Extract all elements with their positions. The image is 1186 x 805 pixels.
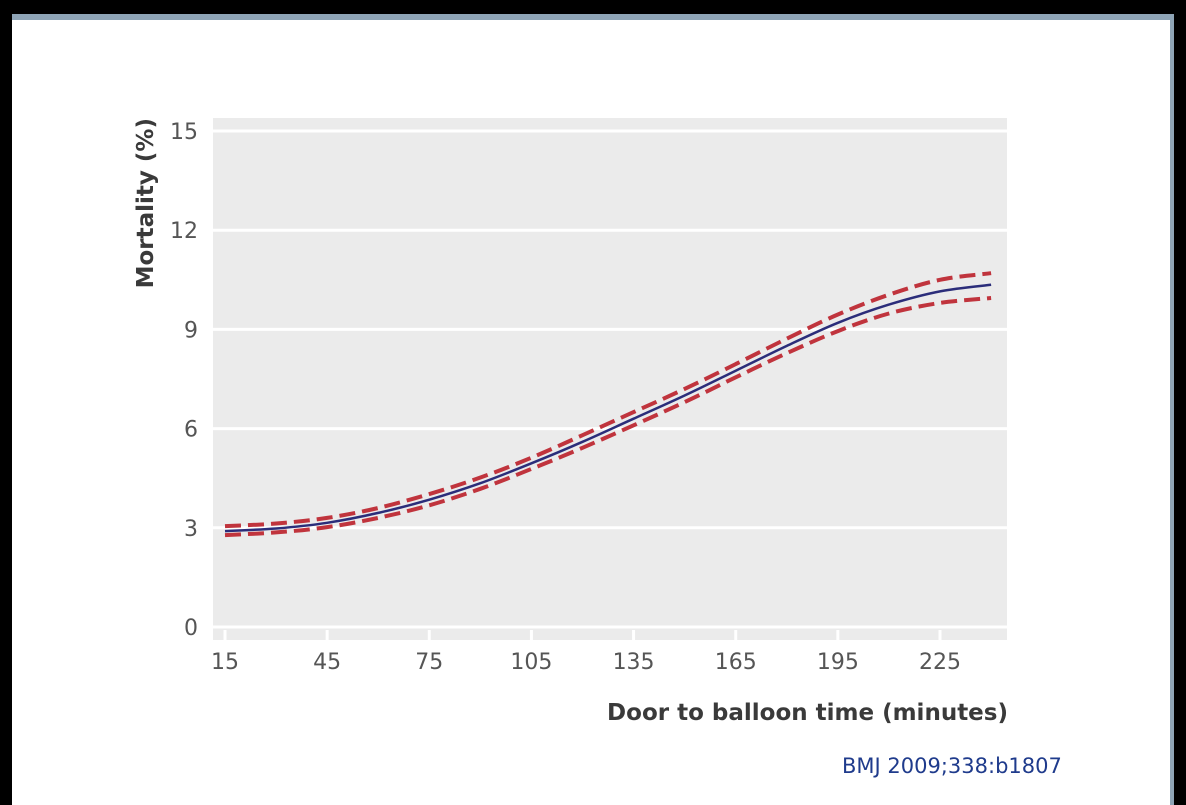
x-tick-45: 45 xyxy=(313,650,341,675)
x-tick-135: 135 xyxy=(613,650,655,675)
x-tick-225: 225 xyxy=(919,650,961,675)
x-axis-title: Door to balloon time (minutes) xyxy=(607,700,1008,726)
x-tick-15: 15 xyxy=(211,650,239,675)
x-tick-75: 75 xyxy=(415,650,443,675)
x-tick-195: 195 xyxy=(817,650,859,675)
y-tick-9: 9 xyxy=(184,318,198,343)
y-tick-15: 15 xyxy=(170,120,198,145)
x-tick-105: 105 xyxy=(510,650,552,675)
citation: BMJ 2009;338:b1807 xyxy=(842,754,1062,778)
lower-ci-line xyxy=(224,296,992,538)
x-tick-165: 165 xyxy=(715,650,757,675)
upper-ci-line xyxy=(224,271,992,529)
plot-area xyxy=(213,118,1007,640)
y-tick-3: 3 xyxy=(184,517,198,542)
y-axis-title: Mortality (%) xyxy=(133,118,159,288)
y-tick-0: 0 xyxy=(184,616,198,641)
estimate-line xyxy=(224,283,992,533)
tick-labels: 0 3 6 9 12 15 15 45 75 105 135 165 195 225 xyxy=(170,120,961,675)
y-tick-12: 12 xyxy=(170,219,198,244)
series-lines xyxy=(224,271,992,538)
y-tick-6: 6 xyxy=(184,418,198,443)
slide-border xyxy=(1170,20,1174,805)
